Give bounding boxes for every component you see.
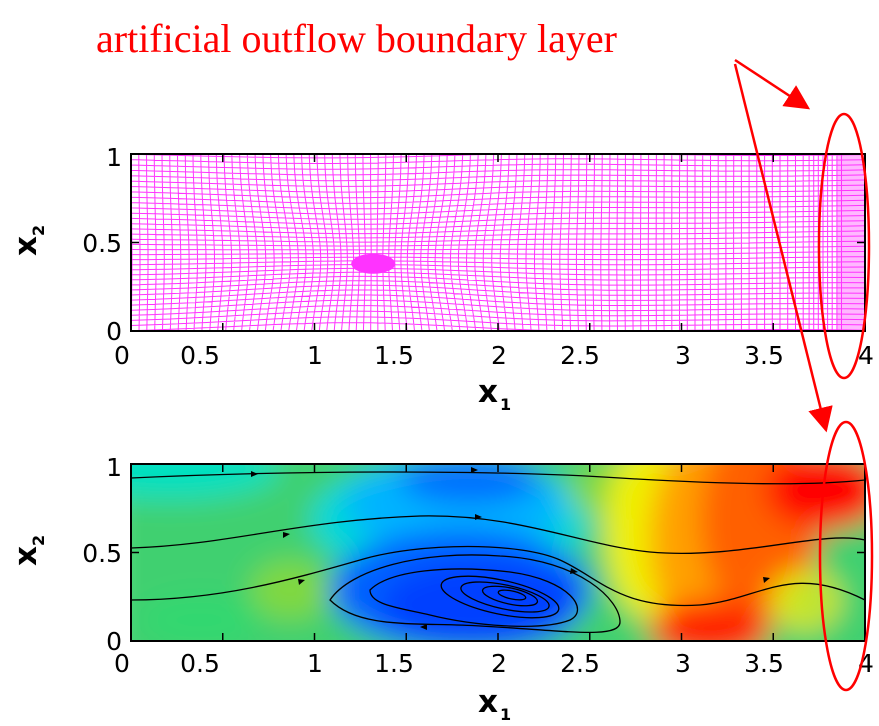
mesh-y-label-sub: 2 xyxy=(29,225,48,236)
mesh-panel: 0 0.5 1 1.5 2 2.5 3 3.5 4 0 0.5 1 x 1 x … xyxy=(8,143,874,414)
contour-field xyxy=(131,464,865,641)
mesh-refinement-zone xyxy=(351,253,396,274)
contour-fill xyxy=(131,464,865,641)
streamline-vortex-4 xyxy=(497,589,527,601)
arrow-4 xyxy=(475,514,482,520)
field-green-lowleft xyxy=(140,595,260,641)
mesh-x-tick-0.5: 0.5 xyxy=(180,341,220,370)
contour-x-tick-3.5: 3.5 xyxy=(744,649,784,678)
contour-tick-marks xyxy=(130,463,866,642)
field-cyan-top-left xyxy=(131,464,280,500)
mesh-x-tick-2: 2 xyxy=(491,341,507,370)
streamline-arrows xyxy=(251,467,770,630)
arrow-5 xyxy=(298,579,305,585)
mesh-y-tick-1: 1 xyxy=(106,143,122,172)
arrow-2 xyxy=(471,467,478,473)
mesh-y-tick-labels: 0 0.5 1 xyxy=(82,143,122,346)
annotation-title: artificial outflow boundary layer xyxy=(96,16,617,61)
contour-y-tick-0.5: 0.5 xyxy=(82,539,122,568)
arrow-7 xyxy=(763,577,770,583)
contour-y-tick-labels: 0 0.5 1 xyxy=(82,453,122,656)
outflow-ellipse-bottom xyxy=(818,420,874,692)
contour-x-tick-2: 2 xyxy=(491,649,507,678)
contour-x-label-sub: 1 xyxy=(500,705,511,724)
arrow-to-bottom-ellipse xyxy=(733,63,833,433)
streamline-vortex-3 xyxy=(481,585,539,607)
field-midblue xyxy=(400,464,540,505)
contour-y-label-sub: 2 xyxy=(29,535,48,546)
arrow-3 xyxy=(283,532,290,538)
mesh-x-label-sub: 1 xyxy=(500,395,511,414)
mesh-y-axis-label: x 2 xyxy=(8,225,48,256)
contour-x-tick-0: 0 xyxy=(114,649,130,678)
arrow-8 xyxy=(420,624,427,630)
field-yellowgreen-left xyxy=(250,560,330,620)
contour-x-label: x xyxy=(478,684,498,720)
streamline-upper xyxy=(131,515,865,555)
mesh-x-tick-2.5: 2.5 xyxy=(560,341,600,370)
field-red-bottom xyxy=(650,600,770,641)
mesh-x-tick-1.5: 1.5 xyxy=(374,341,414,370)
contour-x-tick-2.5: 2.5 xyxy=(560,649,600,678)
contour-y-tick-1: 1 xyxy=(106,453,122,482)
mesh-x-axis-label: x 1 xyxy=(478,374,511,414)
streamline-top xyxy=(131,471,865,485)
field-green-right xyxy=(795,586,825,614)
contour-panel: 0 0.5 1 1.5 2 2.5 3 3.5 4 0 0.5 1 x 1 x … xyxy=(8,453,874,724)
mesh-y-tick-0.5: 0.5 xyxy=(82,229,122,258)
contour-y-axis-label: x 2 xyxy=(8,535,48,566)
streamline-recirc-mid xyxy=(369,568,579,627)
annotation-marks xyxy=(733,58,874,692)
mesh-x-tick-0: 0 xyxy=(114,341,130,370)
outflow-ellipse-top xyxy=(817,112,871,380)
streamline-vortex-2 xyxy=(460,581,550,613)
mesh-y-label: x xyxy=(8,236,44,256)
streamline-recirc-outer xyxy=(329,554,621,634)
contour-y-tick-0: 0 xyxy=(106,627,122,656)
mesh-x-tick-3: 3 xyxy=(675,341,691,370)
contour-x-tick-1: 1 xyxy=(307,649,323,678)
streamline-middle xyxy=(131,545,865,607)
contour-x-tick-1.5: 1.5 xyxy=(374,649,414,678)
arrow-to-top-ellipse xyxy=(734,58,811,110)
arrow-6 xyxy=(570,568,578,574)
mesh-x-tick-1: 1 xyxy=(307,341,323,370)
field-deepblue xyxy=(380,560,580,641)
field-red-top xyxy=(765,464,865,530)
contour-x-tick-labels: 0 0.5 1 1.5 2 2.5 3 3.5 4 xyxy=(114,649,874,678)
mesh-y-tick-0: 0 xyxy=(106,317,122,346)
contour-y-label: x xyxy=(8,546,44,566)
arrow-1 xyxy=(251,471,258,477)
mesh-x-tick-4: 4 xyxy=(858,341,874,370)
streamlines xyxy=(131,471,865,634)
contour-x-axis-label: x 1 xyxy=(478,684,511,724)
streamline-vortex-1 xyxy=(440,575,560,619)
mesh-x-label: x xyxy=(478,374,498,410)
contour-x-tick-3: 3 xyxy=(675,649,691,678)
mesh-x-tick-labels: 0 0.5 1 1.5 2 2.5 3 3.5 4 xyxy=(114,341,874,370)
mesh-x-tick-3.5: 3.5 xyxy=(744,341,784,370)
contour-x-tick-0.5: 0.5 xyxy=(180,649,220,678)
